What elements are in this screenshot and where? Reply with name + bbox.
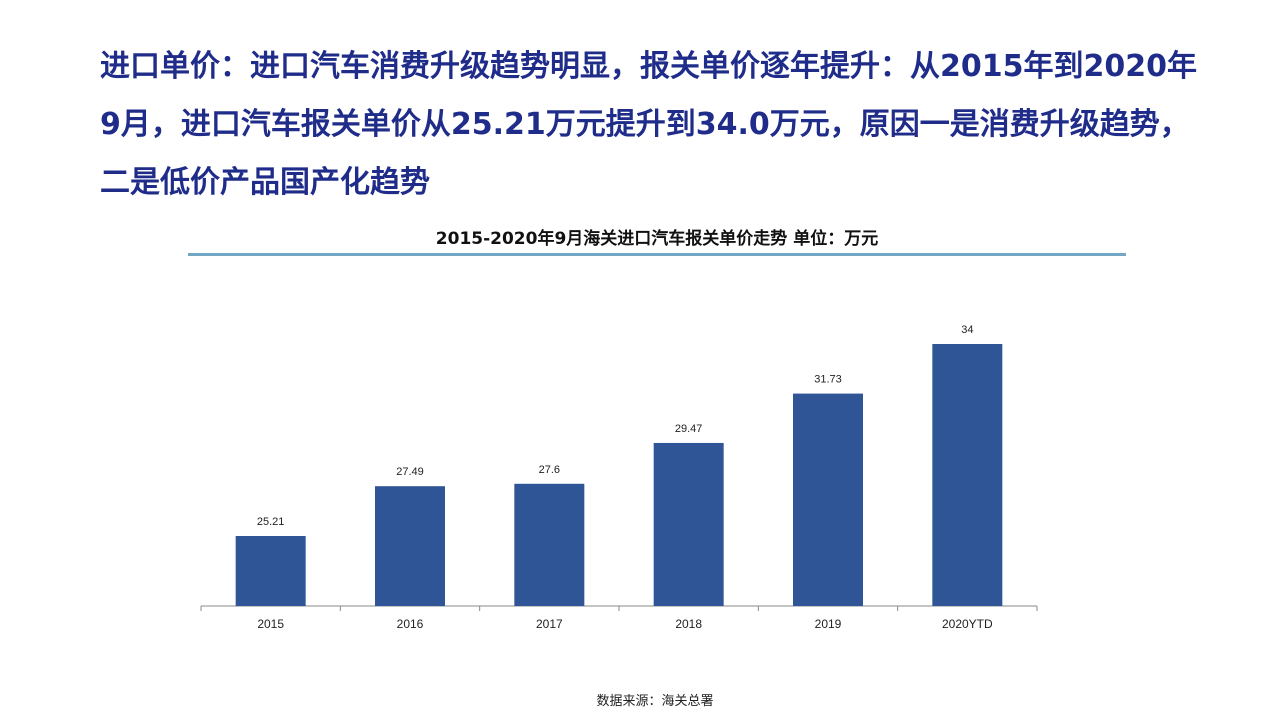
x-tick-label: 2020YTD [942, 617, 993, 631]
bar [235, 536, 306, 606]
page-headline: 进口单价：进口汽车消费升级趋势明显，报关单价逐年提升：从2015年到2020年9… [100, 49, 1197, 200]
bar-value-label: 34 [961, 324, 973, 336]
title-divider [188, 253, 1126, 256]
bar [653, 442, 724, 606]
chart-title: 2015-2020年9月海关进口汽车报关单价走势 单位：万元 [435, 229, 879, 249]
bar-value-label: 31.73 [814, 374, 842, 386]
x-tick-label: 2015 [257, 617, 284, 631]
bar-value-label: 27.6 [539, 464, 560, 476]
bar-value-label: 27.49 [396, 466, 424, 478]
bar-value-label: 25.21 [257, 516, 285, 528]
bar [932, 344, 1003, 606]
bar-value-label: 29.47 [675, 423, 703, 435]
x-tick-label: 2018 [675, 617, 702, 631]
data-source-note: 数据来源：海关总署 [596, 694, 714, 709]
x-tick-label: 2017 [536, 617, 563, 631]
bar [375, 486, 445, 606]
x-tick-label: 2016 [397, 617, 424, 631]
bar [514, 483, 585, 606]
bar [793, 393, 863, 606]
x-tick-label: 2019 [815, 617, 842, 631]
